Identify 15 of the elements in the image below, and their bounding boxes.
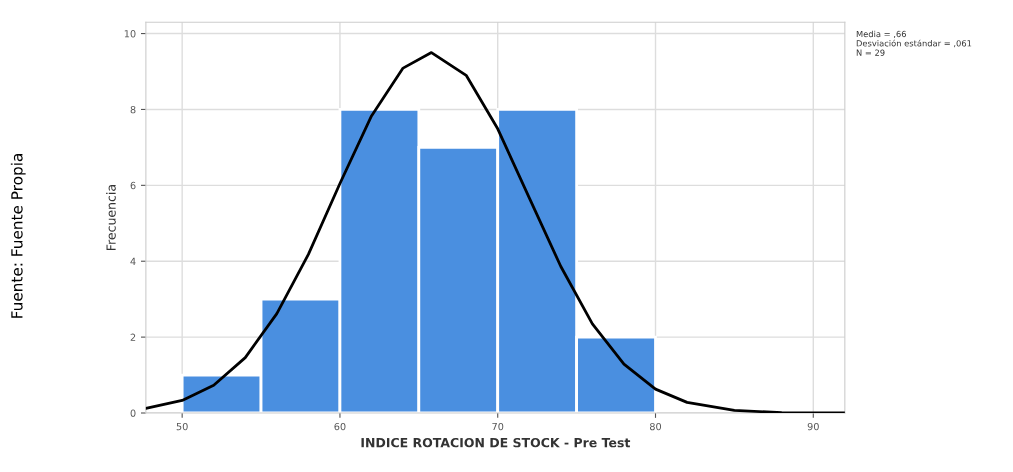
text: Media = ,66 Desviación estándar = ,061 N = 29 — [856, 30, 972, 56]
y-tick-label: 0 — [130, 409, 136, 417]
y-tick-label: 2 — [130, 333, 136, 341]
y-tick-label: 10 — [124, 30, 136, 38]
x-tick-label: 80 — [649, 422, 662, 431]
x-tick-label: 50 — [176, 422, 188, 431]
x-axis-title: INDICE ROTACION DE STOCK - Pre Test — [361, 437, 631, 448]
source-note: Fuente: Fuente Propia — [10, 154, 26, 318]
y-tick-label: 8 — [130, 105, 136, 114]
x-tick-label: 90 — [807, 422, 819, 431]
y-tick-label: 4 — [130, 257, 136, 265]
x-tick-label: 70 — [492, 422, 504, 431]
y-tick-label: 6 — [130, 181, 136, 190]
y-axis-title: Frecuencia — [106, 185, 116, 250]
x-tick-label: 60 — [334, 422, 346, 431]
